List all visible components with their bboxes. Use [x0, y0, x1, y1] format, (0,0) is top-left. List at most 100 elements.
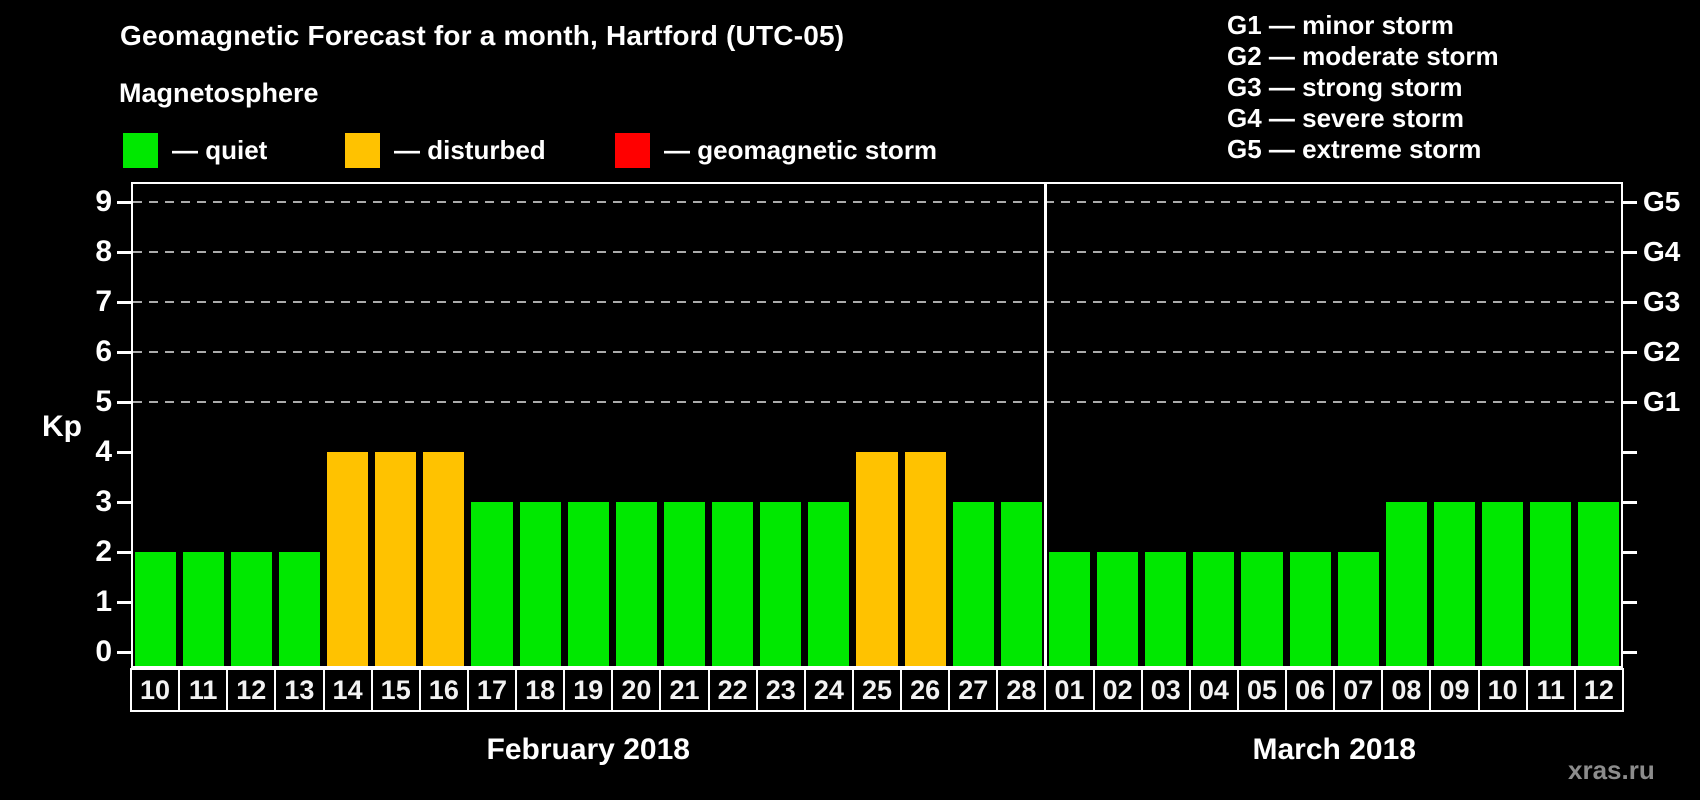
bar-day-22 [712, 501, 754, 666]
y-tick-label: 4 [95, 434, 112, 468]
y-tick-left [117, 301, 131, 305]
day-label-25: 25 [851, 668, 903, 712]
y-tick-right [1623, 550, 1637, 554]
bar-day-25 [856, 451, 898, 666]
legend-item-disturbed: — disturbed [345, 132, 546, 168]
y-tick-right [1623, 351, 1637, 355]
month-label: February 2018 [486, 733, 690, 766]
legend-item-label: — geomagnetic storm [664, 134, 938, 165]
y-tick-left [117, 251, 131, 255]
gridline-kp7 [133, 301, 1621, 304]
bar-day-21 [663, 501, 706, 666]
day-label-24: 24 [803, 668, 854, 712]
bar-day-06 [1289, 551, 1331, 666]
bar-day-09 [1433, 501, 1476, 666]
bar-day-05 [1241, 551, 1283, 666]
y-tick-left [117, 351, 131, 355]
bar-day-11 [1530, 501, 1572, 666]
y-tick-label: 5 [95, 385, 112, 418]
plot-area [131, 182, 1623, 668]
y-tick-label: 6 [95, 335, 112, 369]
bar-day-27 [952, 501, 994, 666]
right-axis-label-G4: G4 [1643, 236, 1681, 268]
disturbed-color-swatch [345, 132, 380, 168]
gridline-kp9 [133, 201, 1621, 204]
day-label-26: 26 [900, 668, 951, 712]
bar-day-11 [182, 551, 224, 666]
day-label-19: 19 [563, 668, 614, 712]
quiet-color-swatch [123, 132, 158, 168]
storm-color-swatch [615, 132, 650, 168]
bar-day-12 [1578, 501, 1620, 666]
bar-day-14 [327, 451, 369, 666]
storm-scale-line: G5 — extreme storm [1227, 134, 1482, 164]
y-tick-right [1623, 500, 1637, 504]
bar-day-20 [615, 501, 657, 666]
y-tick-label: 8 [95, 235, 112, 269]
right-axis-label-G1: G1 [1643, 386, 1681, 417]
y-tick-right [1623, 450, 1637, 454]
day-label-28: 28 [996, 668, 1047, 712]
right-axis-label-G2: G2 [1643, 336, 1681, 368]
month-divider [1044, 182, 1048, 668]
day-label-07: 07 [1333, 668, 1384, 712]
storm-scale-line: G2 — moderate storm [1227, 41, 1499, 71]
bar-day-01 [1048, 551, 1091, 666]
gridline-kp6 [133, 351, 1621, 354]
day-label-27: 27 [948, 668, 999, 712]
day-label-06: 06 [1285, 668, 1336, 712]
day-label-10: 10 [1477, 668, 1528, 712]
bar-day-10 [134, 551, 176, 666]
storm-scale-line: G1 — minor storm [1227, 10, 1454, 40]
y-tick-left [117, 450, 131, 454]
y-tick-right [1623, 301, 1637, 305]
day-label-10: 10 [130, 668, 181, 712]
y-tick-right [1623, 201, 1637, 205]
bar-day-19 [567, 501, 609, 666]
bar-day-24 [808, 501, 850, 666]
storm-scale-line: G3 — strong storm [1227, 72, 1463, 102]
bar-day-04 [1193, 551, 1235, 666]
day-label-05: 05 [1236, 668, 1288, 712]
y-tick-label: 1 [95, 584, 112, 618]
y-tick-label: 2 [95, 534, 112, 568]
bar-day-18 [519, 501, 561, 666]
day-label-15: 15 [370, 668, 421, 712]
month-label: March 2018 [1252, 733, 1416, 766]
legend-item-label: — disturbed [394, 134, 546, 165]
storm-scale-legend: G1 — minor storm G2 — moderate storm G3 — … [1227, 10, 1499, 165]
day-label-08: 08 [1381, 668, 1432, 712]
bar-day-17 [471, 501, 513, 666]
y-tick-right [1623, 600, 1637, 604]
magnetosphere-legend-heading: Magnetosphere [119, 78, 319, 108]
y-tick-label: 0 [95, 634, 112, 668]
bar-day-10 [1482, 501, 1524, 666]
y-tick-right [1623, 251, 1637, 255]
bar-day-28 [1000, 501, 1042, 666]
day-label-11: 11 [1525, 668, 1576, 712]
y-tick-left [117, 401, 131, 404]
y-tick-right [1623, 650, 1637, 654]
day-label-22: 22 [707, 668, 758, 712]
y-tick-label: 3 [95, 484, 112, 518]
y-tick-right [1623, 401, 1637, 404]
y-tick-left [117, 600, 131, 604]
y-tick-label: 7 [95, 285, 112, 319]
legend-item-quiet: — quiet [123, 132, 267, 168]
chart-title: Geomagnetic Forecast for a month, Hartfo… [120, 20, 845, 51]
day-label-09: 09 [1429, 668, 1480, 712]
day-label-16: 16 [418, 668, 469, 712]
day-label-21: 21 [659, 668, 710, 712]
day-label-11: 11 [178, 668, 229, 712]
right-axis-label-G5: G5 [1643, 186, 1681, 218]
day-label-04: 04 [1188, 668, 1239, 712]
day-label-02: 02 [1092, 668, 1143, 712]
day-label-13: 13 [274, 668, 325, 712]
y-tick-left [117, 201, 131, 205]
legend-item-label: — quiet [172, 134, 268, 165]
day-label-17: 17 [466, 668, 518, 712]
bar-day-26 [904, 451, 946, 666]
y-tick-left [117, 550, 131, 554]
day-label-23: 23 [755, 668, 806, 712]
